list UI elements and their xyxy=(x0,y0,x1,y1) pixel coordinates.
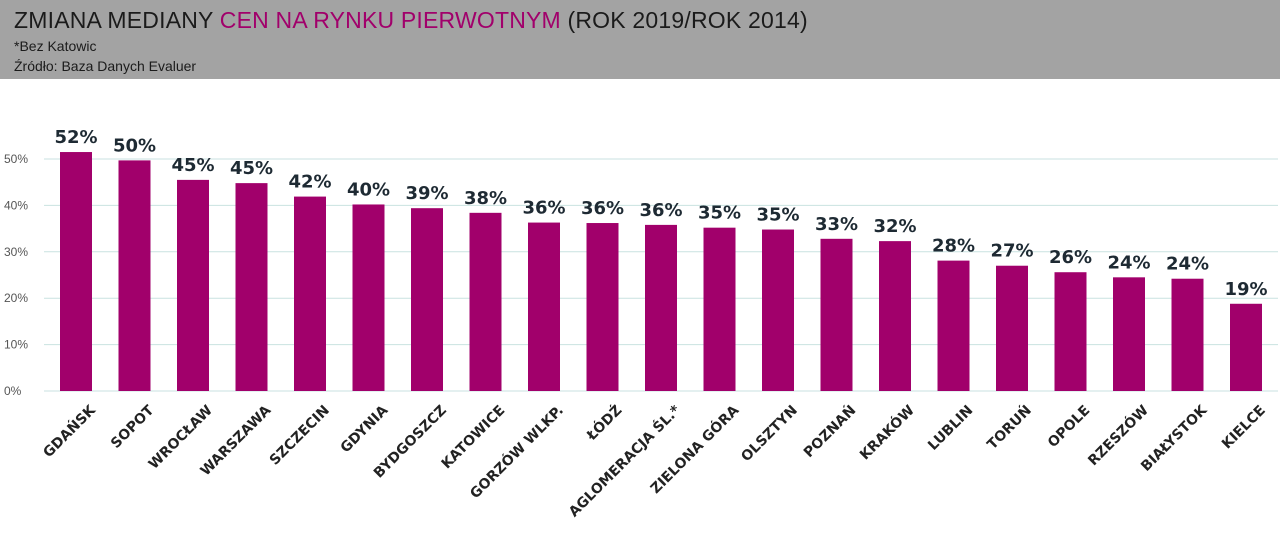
data-label: 19% xyxy=(1224,279,1267,300)
category-label: GDYNIA xyxy=(338,402,392,456)
source-note: Źródło: Baza Danych Evaluer xyxy=(14,58,197,74)
category-label: GORZÓW WLKP. xyxy=(466,401,567,502)
bar xyxy=(937,260,970,391)
bar xyxy=(996,265,1028,391)
bar xyxy=(60,152,92,391)
data-label: 35% xyxy=(698,203,741,224)
data-label: 40% xyxy=(347,179,390,200)
data-label: 42% xyxy=(288,172,331,193)
data-label: 32% xyxy=(873,216,916,237)
category-label: AGLOMERACJA ŚL.* xyxy=(565,401,685,521)
chart-title: ZMIANA MEDIANY CEN NA RYNKU PIERWOTNYM (… xyxy=(14,7,808,34)
bar xyxy=(879,241,911,391)
header-bar: ZMIANA MEDIANY CEN NA RYNKU PIERWOTNYM (… xyxy=(0,0,1280,79)
bar xyxy=(528,222,560,391)
bar xyxy=(469,212,502,391)
y-tick-label: 20% xyxy=(4,291,28,305)
bar xyxy=(762,229,794,391)
bar xyxy=(352,204,385,391)
data-label: 36% xyxy=(522,198,565,219)
bar xyxy=(118,160,151,391)
bar xyxy=(1113,277,1145,391)
data-label: 45% xyxy=(171,155,214,176)
y-tick-label: 30% xyxy=(4,245,28,259)
category-label: TORUŃ xyxy=(983,401,1035,453)
bars xyxy=(60,152,1262,391)
data-label: 45% xyxy=(230,158,273,179)
category-label: KRAKÓW xyxy=(856,401,918,463)
data-label: 50% xyxy=(113,135,156,156)
y-tick-label: 50% xyxy=(4,152,28,166)
bar xyxy=(1171,278,1204,391)
bar xyxy=(703,227,736,391)
bar xyxy=(586,223,619,391)
bar xyxy=(411,208,443,391)
bar-chart: 0% 10% 20% 30% 40% 50% 52% 50% 45% 45% 42% 40% 39% 3… xyxy=(4,127,1278,520)
y-tick-label: 40% xyxy=(4,198,28,212)
title-part-1: ZMIANA MEDIANY xyxy=(14,7,220,33)
data-label: 24% xyxy=(1166,254,1209,275)
bar xyxy=(294,196,326,391)
data-label: 38% xyxy=(464,188,507,209)
data-label: 39% xyxy=(405,183,448,204)
data-label: 36% xyxy=(581,198,624,219)
bar xyxy=(820,238,853,391)
category-label: ŁÓDŹ xyxy=(582,401,625,444)
data-label: 26% xyxy=(1049,247,1092,268)
category-label: OPOLE xyxy=(1045,403,1093,451)
bar xyxy=(1054,272,1087,391)
footnote: *Bez Katowic xyxy=(14,38,97,54)
title-part-3: (ROK 2019/ROK 2014) xyxy=(560,7,808,33)
data-label: 52% xyxy=(54,127,97,148)
category-label: SZCZECIN xyxy=(267,403,333,469)
y-tick-label: 10% xyxy=(4,338,28,352)
category-label: KIELCE xyxy=(1219,403,1269,453)
category-label: POZNAŃ xyxy=(800,401,860,461)
category-label: LUBLIN xyxy=(925,403,976,454)
data-label: 33% xyxy=(815,214,858,235)
data-label: 28% xyxy=(932,236,975,257)
bar xyxy=(177,179,209,391)
data-label: 24% xyxy=(1107,252,1150,273)
data-labels: 52% 50% 45% 45% 42% 40% 39% 38% 36% 36% 36% 35% 35% 3… xyxy=(54,127,1267,300)
bar xyxy=(235,183,268,391)
y-tick-label: 0% xyxy=(4,384,22,398)
data-label: 36% xyxy=(639,200,682,221)
title-highlight: CEN NA RYNKU PIERWOTNYM xyxy=(219,7,561,33)
category-label: GDAŃSK xyxy=(39,400,100,461)
bar xyxy=(1230,303,1262,391)
y-axis-ticks: 0% 10% 20% 30% 40% 50% xyxy=(4,152,28,398)
category-label: SOPOT xyxy=(108,402,158,452)
bar xyxy=(645,224,677,391)
data-label: 35% xyxy=(756,205,799,226)
data-label: 27% xyxy=(990,241,1033,262)
category-label: OLSZTYN xyxy=(738,403,801,466)
